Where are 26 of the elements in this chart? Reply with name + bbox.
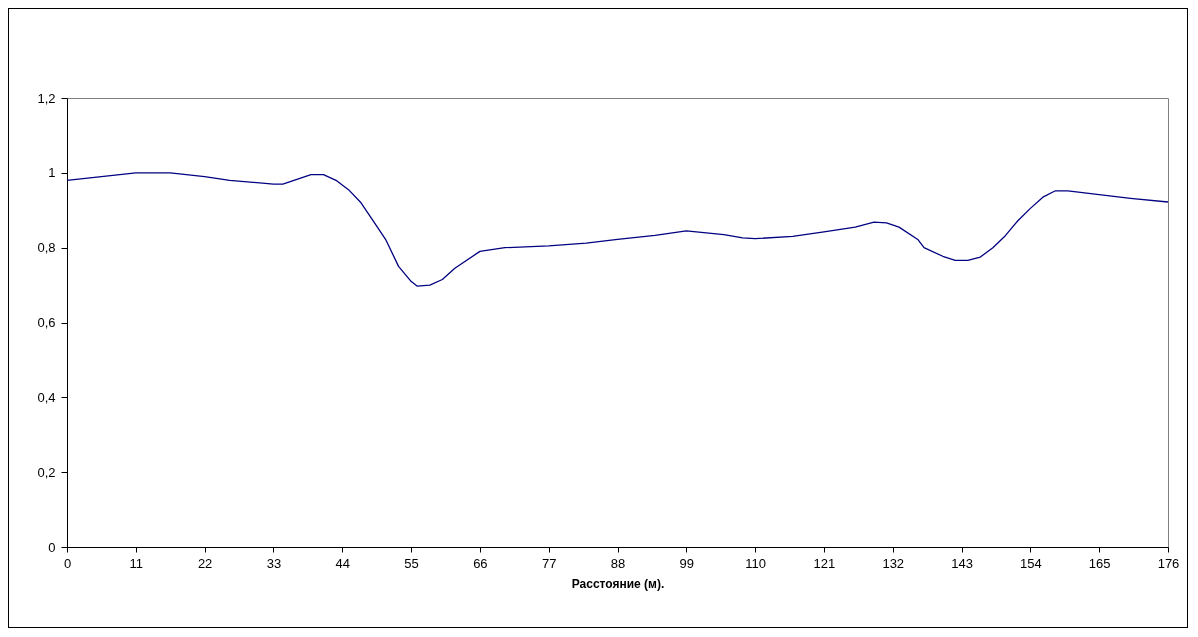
x-tick-label: 44 [335,555,350,571]
x-tick-label: 66 [473,555,488,571]
x-tick-label: 176 [1157,555,1180,571]
x-tick-label: 143 [951,555,973,571]
x-tick-label: 99 [679,555,695,571]
x-tick-label: 121 [813,555,836,571]
y-tick-label: 0,8 [37,240,56,256]
x-tick-label: 110 [745,555,766,571]
x-tick-label: 165 [1088,555,1111,571]
x-tick-label: 88 [610,555,626,571]
x-tick-label: 11 [129,555,144,571]
y-tick-label: 0,6 [37,315,56,330]
x-tick-label: 77 [541,555,557,571]
x-tick-label: 154 [1020,555,1042,571]
y-tick-label: 1 [48,165,56,181]
x-tick-label: 55 [404,555,419,571]
x-tick-label: 22 [197,555,213,571]
x-axis-title: Расстояние (м). [571,576,665,591]
y-tick-label: 0,2 [37,464,56,480]
y-tick-label: 0,4 [37,389,56,405]
y-tick-label: 0 [48,539,56,555]
y-tick-label: 1,2 [37,90,56,106]
x-tick-label: 132 [882,555,905,571]
x-tick-label: 33 [266,555,282,571]
line-series [66,172,1169,287]
x-tick-label: 0 [63,555,72,571]
